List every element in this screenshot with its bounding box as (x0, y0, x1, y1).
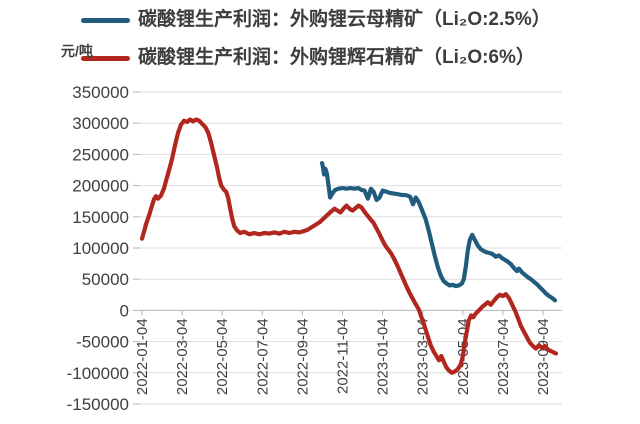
x-axis-tick-label: 2022-01-04 (134, 318, 151, 395)
y-axis-tick-label: 200000 (72, 177, 129, 196)
legend-line-swatch-red (81, 55, 130, 61)
x-axis-tick-label: 2022-11-04 (335, 318, 352, 394)
y-axis-tick-label: 0 (120, 301, 129, 320)
y-axis-tick-label: -50000 (76, 333, 129, 352)
y-axis-tick-label: 300000 (72, 114, 129, 133)
x-axis-tick-label: 2022-07-04 (254, 318, 271, 395)
x-axis-tick-label: 2022-05-04 (214, 318, 231, 395)
y-axis-tick-label: 50000 (82, 270, 129, 289)
x-axis-tick-label: 2023-01-04 (375, 318, 392, 395)
legend-line-swatch-blue (81, 17, 130, 23)
x-axis-tick-label: 2023-09-04 (535, 318, 552, 395)
series-line-spodumene-red (139, 117, 559, 375)
x-axis-tick-label: 2023-03-04 (415, 318, 432, 395)
y-axis-tick-label: 250000 (72, 145, 129, 164)
legend-label-mica: 碳酸锂生产利润：外购锂云母精矿（Li₂O:2.5%） (138, 9, 551, 30)
y-axis-tick-label: 150000 (72, 208, 129, 227)
y-axis-tick-label: 350000 (72, 83, 129, 102)
x-axis-tick-label: 2022-09-04 (294, 318, 311, 395)
legend-item-mica: 碳酸锂生产利润：外购锂云母精矿（Li₂O:2.5%） (81, 8, 551, 32)
y-axis-tick-label: -150000 (67, 395, 129, 414)
y-axis-tick-label: -100000 (67, 364, 129, 383)
x-axis-tick-label: 2022-03-04 (174, 318, 191, 395)
legend-item-spodumene: 碳酸锂生产利润：外购锂辉石精矿（Li₂O:6%） (81, 46, 535, 70)
series-line-mica-blue (319, 161, 558, 303)
y-axis-tick-label: 100000 (72, 239, 129, 258)
legend-label-spodumene: 碳酸锂生产利润：外购锂辉石精矿（Li₂O:6%） (138, 47, 535, 68)
x-axis-tick-label: 2023-07-04 (495, 318, 512, 395)
y-axis-unit-label: 元/吨 (61, 43, 93, 59)
